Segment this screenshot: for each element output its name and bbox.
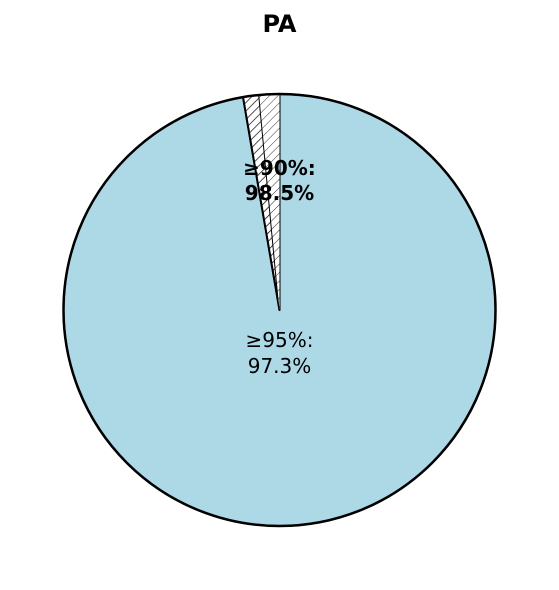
annotation-95-line1: ≥95%:: [246, 328, 314, 352]
annotation-90-line2: 98.5%: [245, 181, 314, 205]
pie-outline: [62, 92, 497, 528]
pie-slices: [62, 93, 497, 527]
annotation-90-line1: ≥90%:: [243, 156, 316, 180]
annotation-95-line2: 97.3%: [248, 354, 312, 378]
chart-title: PA: [263, 10, 297, 38]
pie-slice-2: [259, 94, 280, 310]
